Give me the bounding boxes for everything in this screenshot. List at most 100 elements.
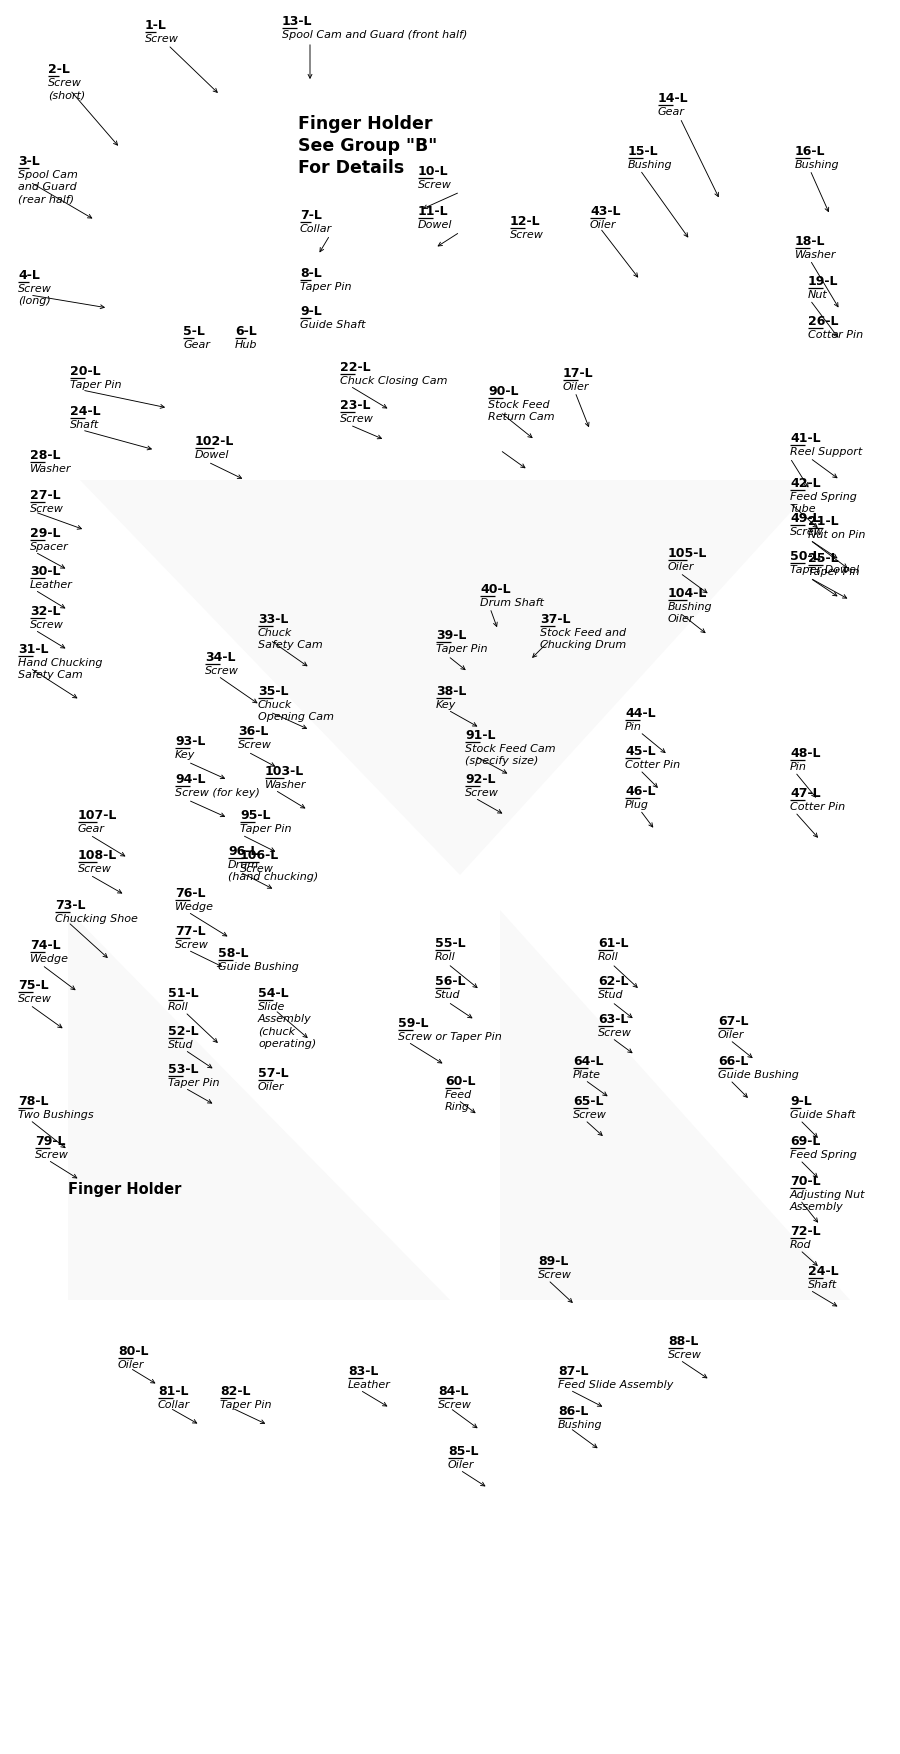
Text: Key: Key (175, 751, 195, 759)
Text: 24-L: 24-L (808, 1265, 839, 1279)
Text: 9-L: 9-L (790, 1094, 812, 1109)
Text: Collar: Collar (158, 1400, 190, 1410)
Text: 81-L: 81-L (158, 1386, 188, 1398)
Text: Reel Support: Reel Support (790, 447, 862, 458)
Text: Screw (for key): Screw (for key) (175, 788, 260, 798)
Text: Wedge: Wedge (175, 902, 214, 912)
Text: Stock Feed and
Chucking Drum: Stock Feed and Chucking Drum (540, 628, 626, 651)
Text: 32-L: 32-L (30, 605, 60, 617)
Text: Roll: Roll (435, 952, 455, 961)
Text: 88-L: 88-L (668, 1335, 698, 1349)
Text: 50-L: 50-L (790, 551, 821, 563)
Text: Dowel: Dowel (418, 219, 453, 230)
Text: Bushing
Oiler: Bushing Oiler (668, 602, 713, 624)
Text: Screw: Screw (78, 865, 112, 873)
Text: 64-L: 64-L (573, 1054, 604, 1068)
Text: Nut: Nut (808, 289, 828, 300)
Text: Screw: Screw (175, 940, 209, 951)
Text: Oiler: Oiler (448, 1459, 474, 1470)
Text: Screw: Screw (668, 1351, 702, 1359)
Text: 23-L: 23-L (340, 398, 371, 412)
Text: Screw
(short): Screw (short) (48, 77, 86, 100)
Text: 107-L: 107-L (78, 809, 117, 823)
Text: Feed Spring
Tube: Feed Spring Tube (790, 493, 857, 514)
Text: 33-L: 33-L (258, 612, 288, 626)
Text: 16-L: 16-L (795, 146, 825, 158)
Text: 27-L: 27-L (30, 489, 60, 502)
Text: 20-L: 20-L (70, 365, 101, 379)
Text: 3-L: 3-L (18, 154, 40, 168)
Text: 35-L: 35-L (258, 686, 289, 698)
Text: 43-L: 43-L (590, 205, 620, 217)
Text: Drum Shaft: Drum Shaft (480, 598, 544, 609)
Text: 4-L: 4-L (18, 268, 40, 282)
Text: 54-L: 54-L (258, 988, 289, 1000)
Text: 75-L: 75-L (18, 979, 49, 993)
Text: Oiler: Oiler (563, 382, 590, 391)
Text: 34-L: 34-L (205, 651, 236, 665)
Text: Collar: Collar (300, 225, 332, 233)
Text: Chucking Shoe: Chucking Shoe (55, 914, 138, 924)
Text: Screw: Screw (30, 619, 64, 630)
Text: Taper Pin: Taper Pin (168, 1079, 220, 1087)
Text: Key: Key (436, 700, 456, 710)
Text: Feed Slide Assembly: Feed Slide Assembly (558, 1380, 673, 1389)
Text: Feed
Ring: Feed Ring (445, 1089, 473, 1112)
Text: 66-L: 66-L (718, 1054, 749, 1068)
Text: Washer: Washer (30, 465, 71, 474)
Text: 80-L: 80-L (118, 1345, 148, 1358)
Text: 38-L: 38-L (436, 686, 466, 698)
Text: 73-L: 73-L (55, 900, 86, 912)
Text: 28-L: 28-L (30, 449, 60, 461)
Text: 40-L: 40-L (480, 582, 510, 596)
Text: Guide Bushing: Guide Bushing (218, 961, 299, 972)
Text: 49-L: 49-L (790, 512, 821, 524)
Text: Cotter Pin: Cotter Pin (625, 759, 680, 770)
Text: 93-L: 93-L (175, 735, 205, 747)
Text: 47-L: 47-L (790, 788, 821, 800)
Text: Screw: Screw (205, 667, 239, 675)
Text: 19-L: 19-L (808, 275, 839, 288)
Text: Shaft: Shaft (70, 419, 99, 430)
Text: 90-L: 90-L (488, 384, 518, 398)
Text: 36-L: 36-L (238, 724, 268, 738)
Text: 57-L: 57-L (258, 1066, 289, 1080)
Text: Taper Pin: Taper Pin (70, 381, 122, 389)
Text: 11-L: 11-L (418, 205, 448, 217)
Text: 91-L: 91-L (465, 730, 496, 742)
Text: 104-L: 104-L (668, 588, 707, 600)
Text: 7-L: 7-L (300, 209, 322, 223)
Text: 39-L: 39-L (436, 630, 466, 642)
Text: 86-L: 86-L (558, 1405, 589, 1417)
Text: 94-L: 94-L (175, 774, 205, 786)
Text: Cotter Pin: Cotter Pin (808, 330, 863, 340)
Text: 83-L: 83-L (348, 1365, 378, 1379)
Text: 56-L: 56-L (435, 975, 465, 988)
Text: Oiler: Oiler (118, 1359, 145, 1370)
Text: Screw: Screw (573, 1110, 607, 1121)
Text: 1-L: 1-L (145, 19, 166, 32)
Text: Hub: Hub (235, 340, 257, 351)
Text: 85-L: 85-L (448, 1445, 479, 1458)
Text: Screw: Screw (35, 1151, 69, 1159)
Text: 108-L: 108-L (78, 849, 117, 861)
Text: 102-L: 102-L (195, 435, 234, 447)
Text: 18-L: 18-L (795, 235, 825, 247)
Text: Screw: Screw (18, 995, 52, 1003)
Text: Adjusting Nut
Assembly: Adjusting Nut Assembly (790, 1189, 866, 1212)
Text: Screw: Screw (238, 740, 272, 751)
Text: Spacer: Spacer (30, 542, 68, 553)
Text: Plug: Plug (625, 800, 649, 810)
Text: 42-L: 42-L (790, 477, 821, 489)
Text: Leather: Leather (348, 1380, 391, 1389)
Text: 44-L: 44-L (625, 707, 655, 719)
Text: Guide Shaft: Guide Shaft (790, 1110, 856, 1121)
Text: Screw or Taper Pin: Screw or Taper Pin (398, 1031, 502, 1042)
Text: Dowel: Dowel (195, 451, 230, 460)
Text: 103-L: 103-L (265, 765, 304, 779)
Polygon shape (500, 910, 850, 1300)
Text: 8-L: 8-L (300, 267, 322, 281)
Text: Taper Pin: Taper Pin (436, 644, 488, 654)
Text: Finger Holder
See Group "B"
For Details: Finger Holder See Group "B" For Details (298, 116, 437, 177)
Text: 6-L: 6-L (235, 324, 256, 339)
